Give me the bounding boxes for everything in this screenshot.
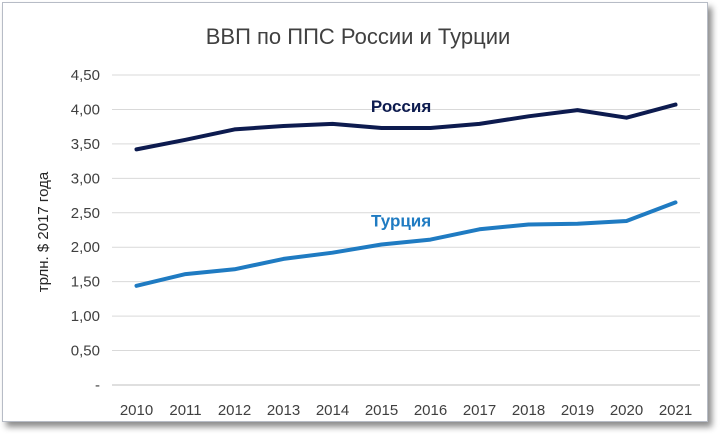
y-tick-label: 1,50 (71, 274, 100, 291)
y-axis-ticks: - 0,50 1,00 1,50 2,00 2,50 3,00 3,50 4,00 4,50 (71, 67, 100, 394)
x-tick-label: 2020 (610, 402, 643, 419)
x-tick-label: 2019 (561, 402, 594, 419)
series-line-turkey (134, 200, 678, 288)
y-tick-label: 0,50 (71, 343, 100, 360)
x-tick-label: 2017 (463, 402, 496, 419)
y-tick-label: 3,00 (71, 170, 100, 187)
series-labels: Россия Турция (371, 97, 431, 230)
chart-frame (2, 2, 708, 422)
y-tick-label: 3,50 (71, 136, 100, 153)
x-tick-label: 2014 (316, 402, 349, 419)
x-tick-label: 2011 (169, 402, 201, 419)
gridlines (112, 74, 700, 386)
y-tick-label: - (95, 377, 100, 394)
x-axis-ticks: 2010 2011 2012 2013 2014 2015 2016 2017 2018 2019… (120, 402, 692, 419)
x-tick-label: 2010 (120, 402, 153, 419)
x-tick-label: 2013 (267, 402, 300, 419)
series-line-russia (134, 102, 678, 152)
chart-title: ВВП по ППС России и Турции (206, 24, 511, 49)
x-tick-label: 2018 (512, 402, 545, 419)
x-tick-label: 2016 (414, 402, 447, 419)
x-tick-label: 2021 (659, 402, 692, 419)
series-lines (134, 102, 678, 288)
series-label: Турция (371, 212, 431, 231)
series-label: Россия (371, 97, 431, 116)
y-tick-label: 1,00 (71, 308, 100, 325)
x-tick-label: 2015 (365, 402, 398, 419)
y-tick-label: 2,00 (71, 239, 100, 256)
y-tick-label: 4,00 (71, 101, 100, 118)
y-tick-label: 4,50 (71, 67, 100, 84)
x-tick-label: 2012 (218, 402, 251, 419)
y-axis-title: трлн. $ 2017 года (35, 171, 52, 292)
y-tick-label: 2,50 (71, 205, 100, 222)
